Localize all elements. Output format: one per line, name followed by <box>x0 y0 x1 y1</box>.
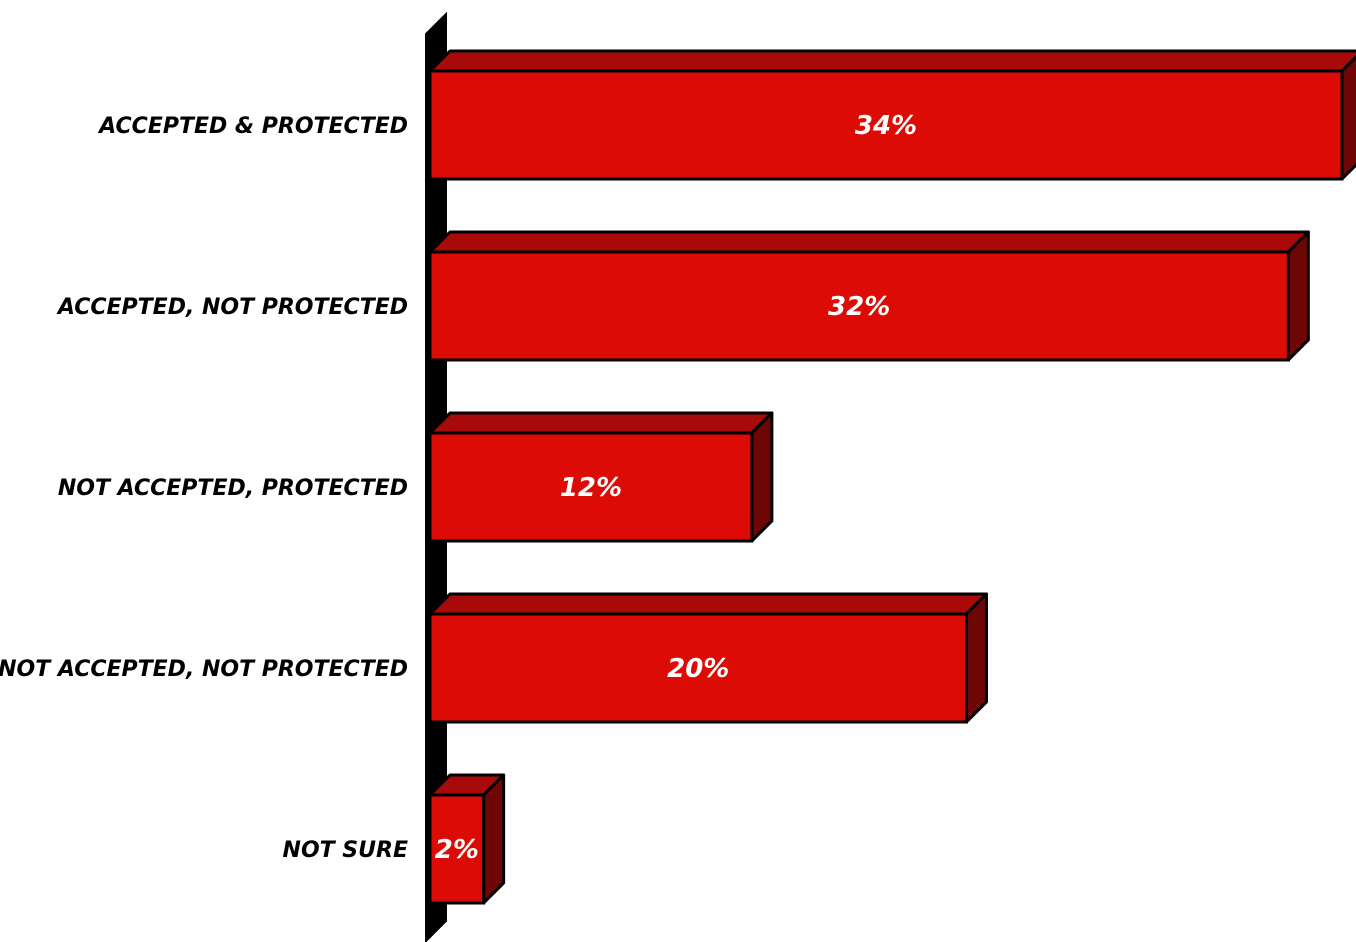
bars-layer <box>428 49 1356 905</box>
bar-1 <box>428 49 1356 181</box>
bar-4 <box>428 592 988 724</box>
bar-front-face <box>428 431 754 543</box>
bar-side-face <box>1286 230 1310 362</box>
bar-top-face <box>428 592 988 616</box>
bar-top-face <box>428 411 774 435</box>
bar-side-face <box>1340 54 1356 181</box>
value-label: 32% <box>828 292 890 322</box>
bar-front-face <box>428 250 1290 362</box>
bar-side-face <box>482 773 506 905</box>
labels-layer: 34% ACCEPTED & PROTECTED 32% ACCEPTED, NOT … <box>0 111 917 865</box>
value-label: 34% <box>855 111 917 141</box>
bar-3 <box>428 411 774 543</box>
bar-top-face <box>428 230 1310 254</box>
category-label: NOT SURE <box>283 838 408 863</box>
bar-top-face <box>428 49 1356 73</box>
value-label: 2% <box>435 835 479 865</box>
bar-side-face <box>750 411 774 543</box>
bar-front-face <box>428 793 486 905</box>
bar-side-face <box>964 592 988 724</box>
category-label: NOT ACCEPTED, NOT PROTECTED <box>0 657 408 682</box>
bar-front-face <box>428 612 968 724</box>
category-label: NOT ACCEPTED, PROTECTED <box>58 476 408 501</box>
category-label: ACCEPTED, NOT PROTECTED <box>56 295 408 320</box>
value-label: 20% <box>667 654 729 684</box>
bar-5 <box>428 773 506 905</box>
bar-front-face <box>428 69 1344 181</box>
value-label: 12% <box>560 473 622 503</box>
bar-2 <box>428 230 1310 362</box>
category-label: ACCEPTED & PROTECTED <box>97 114 408 139</box>
